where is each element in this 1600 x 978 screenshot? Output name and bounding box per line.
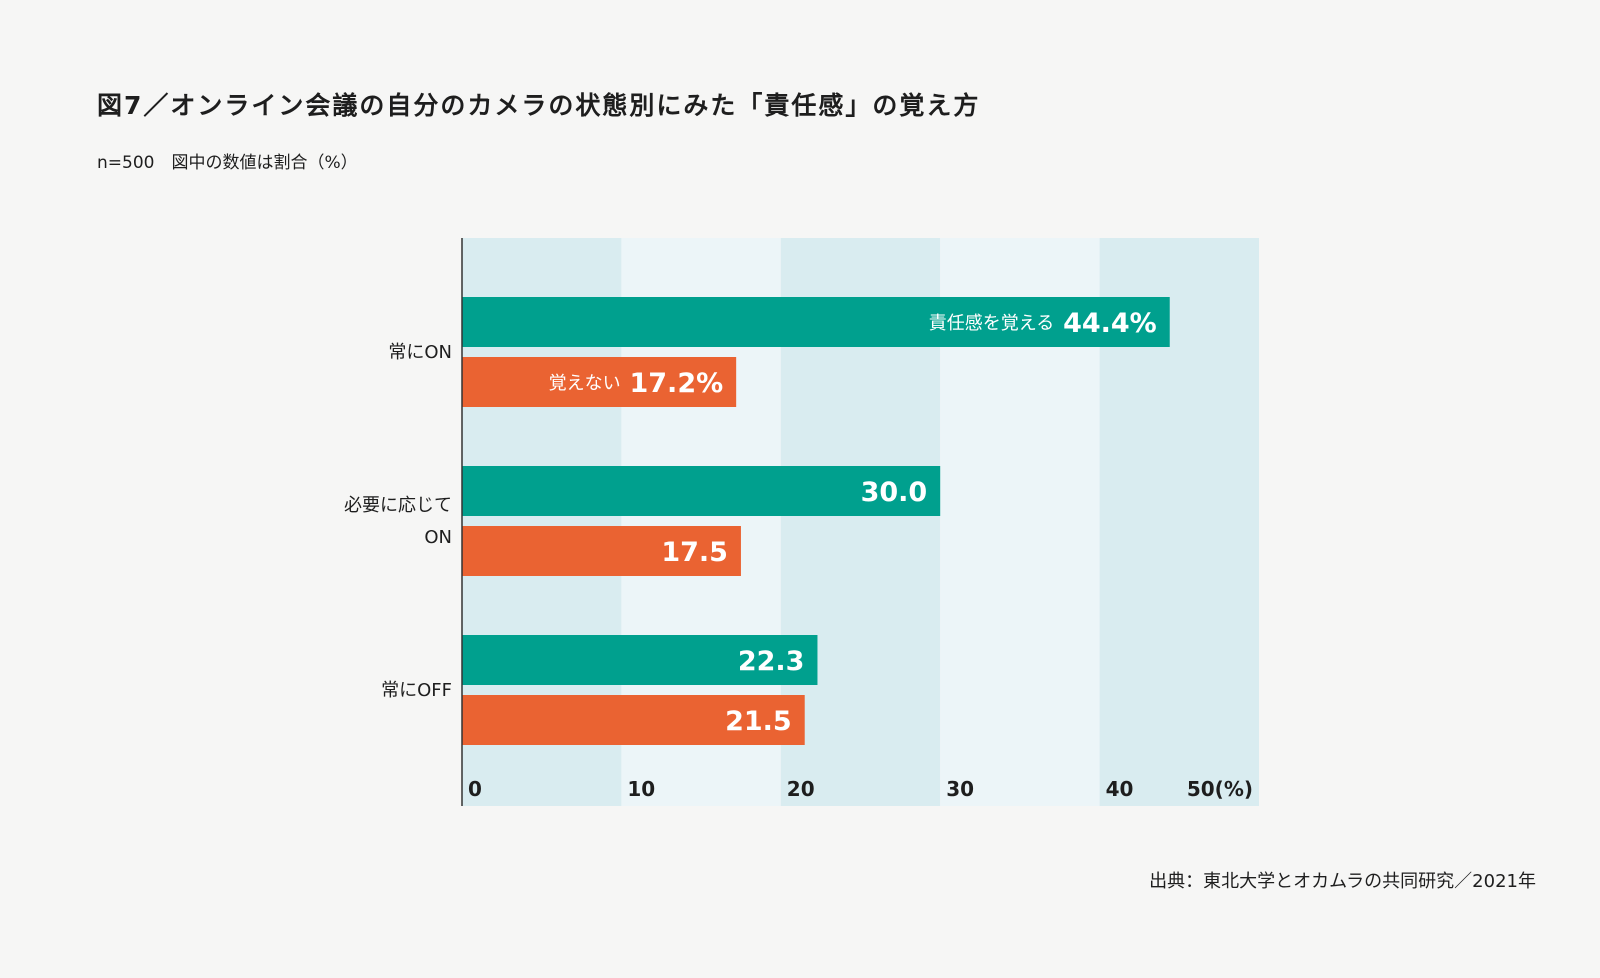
x-tick-label: 40	[1106, 777, 1134, 801]
series-name-label: 覚えない	[549, 373, 621, 394]
x-tick-label: 30	[946, 777, 974, 801]
bar-not-feel-1	[462, 526, 741, 576]
bar-not-feel-0	[462, 357, 737, 407]
bar-feel-2	[462, 635, 818, 685]
category-label: ON	[424, 527, 452, 548]
bar-not-feel-2	[462, 695, 805, 745]
series-name-label: 責任感を覚える	[929, 313, 1054, 334]
data-label: 44.4%	[1063, 308, 1157, 339]
data-label: 17.2%	[629, 368, 723, 399]
x-tick-label: 0	[468, 777, 482, 801]
x-tick-label: 10	[627, 777, 655, 801]
data-label: 21.5	[725, 706, 792, 737]
x-tick-label: 50(%)	[1187, 777, 1253, 801]
chart-title: 図7／オンライン会議の自分のカメラの状態別にみた「責任感」の覚え方	[97, 91, 981, 120]
category-label: 必要に応じて	[344, 495, 452, 516]
bar-feel-0	[462, 297, 1170, 347]
source-note: 出典：東北大学とオカムラの共同研究／2021年	[1149, 871, 1536, 892]
category-label: 常にON	[388, 342, 452, 363]
data-label: 17.5	[661, 537, 728, 568]
bar-feel-1	[462, 466, 941, 516]
data-label: 22.3	[738, 646, 805, 677]
chart-subtitle: n=500 図中の数値は割合（%）	[97, 153, 358, 173]
data-label: 30.0	[861, 477, 928, 508]
category-label: 常にOFF	[381, 680, 452, 701]
x-tick-label: 20	[787, 777, 815, 801]
